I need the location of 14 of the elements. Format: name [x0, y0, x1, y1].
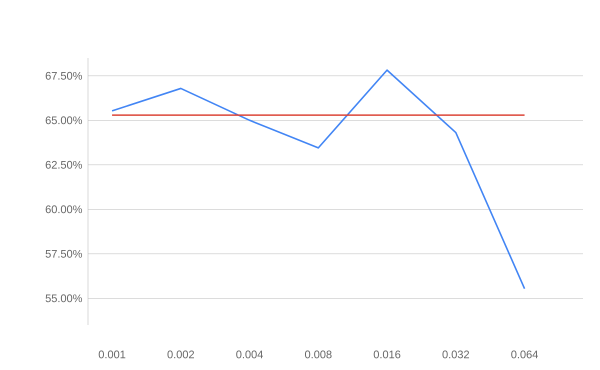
y-tick-label: 67.50% — [46, 72, 82, 80]
line-series — [111, 69, 526, 290]
x-tick-label: 0.016 — [374, 350, 400, 358]
y-tick-label: 62.50% — [46, 160, 82, 169]
y-tick-label: 55.00% — [46, 294, 82, 302]
x-tick-label: 0.004 — [236, 350, 263, 358]
x-tick-label: 0.032 — [442, 350, 470, 358]
y-tick-label: 60.00% — [46, 205, 82, 214]
y-tick-label: 65.00% — [46, 116, 82, 124]
x-tick-label: 0.064 — [511, 350, 538, 358]
x-tick-label: 0.002 — [167, 350, 194, 358]
x-tick-label: 0.001 — [98, 350, 126, 358]
x-tick-label: 0.008 — [304, 350, 332, 358]
y-tick-label: 57.50% — [46, 250, 82, 258]
